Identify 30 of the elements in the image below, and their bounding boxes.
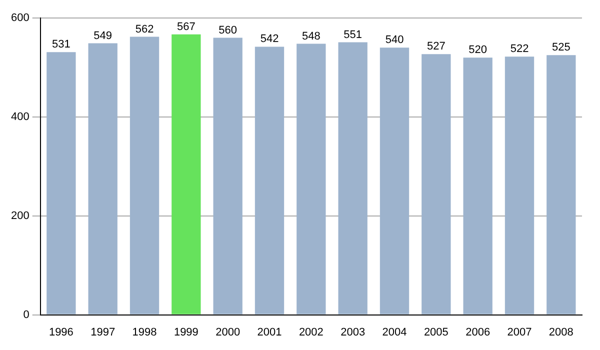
x-tick-label: 2001 bbox=[257, 326, 282, 338]
data-label: 520 bbox=[468, 44, 488, 56]
data-label: 542 bbox=[260, 33, 279, 46]
x-tick-label: 1996 bbox=[48, 326, 74, 338]
data-label: 531 bbox=[52, 38, 70, 51]
y-tick-label: 400 bbox=[10, 110, 30, 123]
y-tick-label: 200 bbox=[10, 210, 30, 222]
data-label: 549 bbox=[94, 30, 112, 42]
y-tick-label: 600 bbox=[10, 12, 30, 24]
data-label: 548 bbox=[302, 30, 320, 42]
x-tick-label: 2005 bbox=[424, 326, 448, 338]
data-label: 562 bbox=[135, 23, 154, 36]
data-label: 551 bbox=[344, 28, 362, 41]
data-label: 540 bbox=[385, 34, 404, 46]
x-tick-label: 2003 bbox=[340, 326, 366, 338]
data-label: 522 bbox=[510, 43, 529, 56]
y-tick-label: 0 bbox=[23, 308, 30, 321]
x-tick-label: 2000 bbox=[216, 326, 240, 338]
x-tick-label: 2007 bbox=[507, 326, 532, 338]
x-tick-label: 1998 bbox=[132, 326, 157, 338]
data-label: 525 bbox=[552, 42, 570, 54]
x-tick-label: 2004 bbox=[382, 326, 407, 338]
x-tick-label: 2006 bbox=[466, 326, 490, 338]
data-label: 560 bbox=[218, 24, 238, 36]
x-tick-label: 1999 bbox=[174, 326, 198, 338]
data-label: 567 bbox=[177, 20, 196, 33]
x-tick-label: 2008 bbox=[548, 326, 574, 338]
x-tick-label: 1997 bbox=[90, 326, 116, 338]
data-label: 527 bbox=[426, 40, 446, 53]
x-tick-label: 2002 bbox=[298, 326, 324, 338]
